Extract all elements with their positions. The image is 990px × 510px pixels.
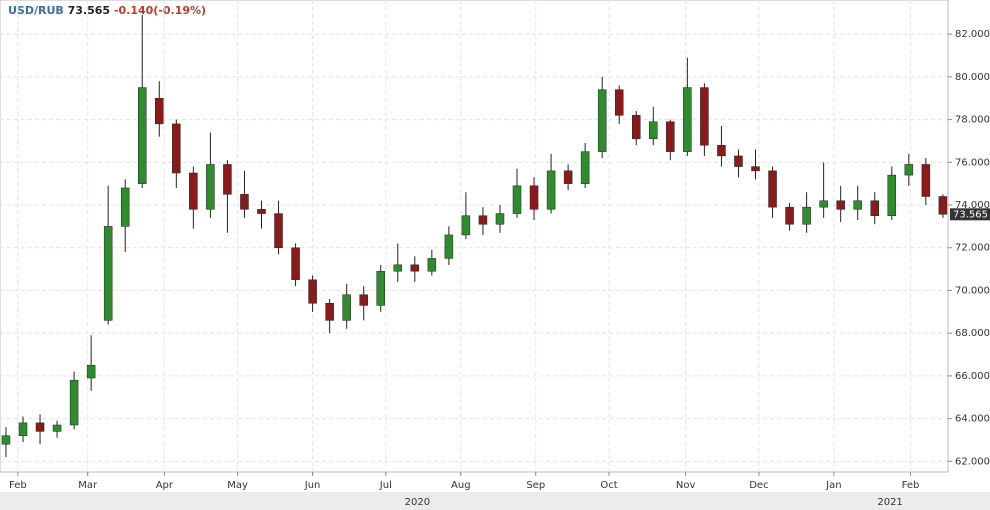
y-tick-label: 64.000: [955, 414, 990, 425]
x-tick-label: Feb: [902, 480, 920, 491]
candle-body: [478, 215, 488, 225]
change-pct: (-0.19%): [153, 4, 206, 17]
candle-body: [563, 170, 573, 184]
candle-body: [1, 435, 11, 445]
candle-body: [376, 270, 385, 306]
y-tick-label: 66.000: [955, 371, 990, 382]
candle-body: [461, 215, 471, 236]
candle-body: [240, 194, 249, 210]
candle-body: [206, 164, 215, 210]
candle-body: [444, 234, 454, 259]
x-tick-label: Jul: [379, 480, 392, 491]
candle-body: [785, 206, 794, 225]
candle-body: [751, 166, 760, 172]
x-tick-label: Jun: [304, 480, 321, 491]
candle-body: [155, 97, 164, 125]
candle-body: [274, 213, 283, 248]
candle-body: [257, 209, 266, 214]
candle-body: [52, 424, 62, 432]
candle-body: [189, 172, 198, 210]
plot-area: [0, 0, 949, 473]
candle-body: [546, 170, 556, 210]
header: USD/RUB 73.565 -0.140(-0.19%): [8, 4, 206, 17]
candle-body: [717, 144, 726, 157]
x-tick-label: Dec: [749, 480, 768, 491]
symbol: USD/RUB: [8, 4, 64, 17]
candle-body: [172, 123, 181, 174]
change: -0.140: [114, 4, 154, 17]
candle-body: [802, 206, 811, 225]
x-tick-label: Oct: [600, 480, 617, 491]
candle-body: [853, 200, 862, 210]
candle-body: [819, 200, 828, 208]
x-tick-label: Sep: [526, 480, 545, 491]
x-tick-label: Aug: [451, 480, 471, 491]
y-tick-label: 74.000: [955, 200, 990, 211]
price-tag-label: 73.565: [953, 209, 988, 220]
year-band: [0, 492, 990, 510]
y-tick-label: 68.000: [955, 328, 990, 339]
y-tick-label: 82.000: [955, 29, 990, 40]
candle-body: [614, 89, 624, 116]
year-label: 2021: [877, 497, 902, 508]
y-tick-label: 78.000: [955, 115, 990, 126]
candle-body: [18, 422, 28, 436]
candle-body: [836, 200, 845, 210]
candle-body: [427, 258, 437, 272]
candle-body: [35, 422, 45, 432]
candle-body: [597, 89, 607, 152]
candle-body: [325, 303, 334, 321]
candle-body: [137, 87, 147, 184]
candle-body: [529, 185, 539, 210]
x-tick-label: Nov: [676, 480, 696, 491]
candle-body: [734, 155, 743, 167]
y-tick-label: 80.000: [955, 72, 990, 83]
candle-body: [308, 279, 317, 304]
last-price: 73.565: [68, 4, 110, 17]
candle-body: [887, 174, 897, 216]
x-tick-label: Mar: [78, 480, 98, 491]
candle-body: [495, 213, 505, 225]
candle-body: [632, 115, 641, 140]
candle-body: [223, 164, 232, 195]
candle-body: [683, 87, 692, 152]
x-tick-label: Feb: [9, 480, 27, 491]
y-tick-label: 62.000: [955, 456, 990, 467]
y-tick-label: 72.000: [955, 243, 990, 254]
candle-body: [921, 164, 931, 197]
candle-body: [86, 364, 96, 379]
candle-body: [904, 164, 914, 176]
candle-body: [512, 185, 522, 214]
year-label: 2020: [405, 497, 430, 508]
y-tick-label: 76.000: [955, 157, 990, 168]
candle-body: [938, 196, 948, 215]
candle-body: [342, 294, 351, 321]
price-tag: [950, 208, 990, 221]
candle-body: [580, 151, 590, 184]
candle-body: [69, 379, 79, 426]
candle-body: [700, 87, 709, 146]
candle-body: [393, 264, 403, 272]
candle-body: [666, 121, 675, 152]
candle-body: [291, 247, 300, 281]
x-tick-label: Apr: [156, 480, 174, 491]
candle-body: [768, 170, 777, 208]
candle-body: [870, 200, 879, 216]
x-tick-label: Jan: [825, 480, 841, 491]
candle-body: [649, 121, 658, 140]
x-tick-label: May: [227, 480, 248, 491]
candle-body: [103, 226, 113, 321]
candle-body: [120, 187, 130, 227]
candle-body: [359, 294, 368, 306]
y-tick-label: 70.000: [955, 285, 990, 296]
candle-body: [410, 264, 420, 272]
